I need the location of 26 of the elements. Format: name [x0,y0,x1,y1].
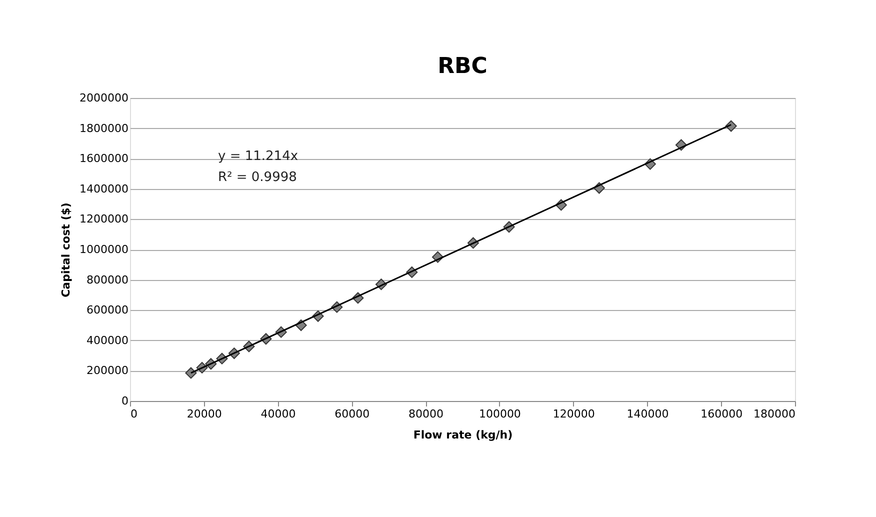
y-tick-label: 2000000 [80,92,128,104]
x-tick-label: 120000 [552,408,595,420]
x-tick-label: 160000 [700,408,743,420]
x-tick-label: 60000 [334,408,370,420]
y-tick-label: 200000 [86,364,128,378]
x-tick-label: 80000 [408,408,444,420]
x-tick-label: 40000 [260,408,296,420]
y-tick-label: 1200000 [80,212,128,226]
x-tick-label: 20000 [186,408,222,420]
y-tick-label: 1000000 [80,243,128,256]
y-tick-label: 400000 [86,334,128,347]
annotation: R² = 0.9998 [218,170,297,185]
y-tick-label: 1800000 [80,122,128,135]
x-tick-label: 0 [130,408,138,420]
y-tick-label: 1400000 [80,182,128,196]
x-axis-title: Flow rate (kg/h) [413,428,513,442]
y-tick-label: 0 [122,394,128,408]
y-axis-title: Capital cost ($) [60,202,73,298]
x-tick-label: 180000 [754,408,796,420]
y-tick-label: 1600000 [80,152,128,166]
annotation: y = 11.214x [218,149,298,164]
y-tick-label: 600000 [86,304,128,317]
chart-title: RBC [438,54,488,79]
x-tick-label: 100000 [478,408,521,420]
x-tick-label: 140000 [626,408,669,420]
y-tick-label: 800000 [86,273,128,286]
